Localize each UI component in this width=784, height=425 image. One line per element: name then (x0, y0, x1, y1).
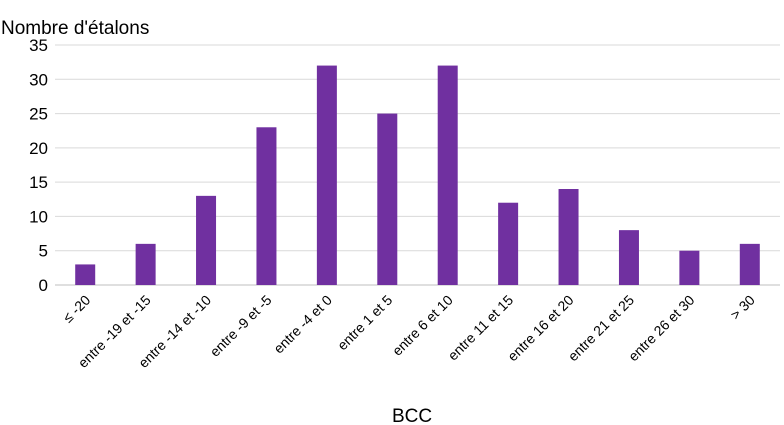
bar (437, 65, 458, 285)
bar (618, 230, 639, 285)
bar (377, 113, 398, 285)
bar (316, 65, 337, 285)
bar (558, 189, 579, 285)
x-tick-label: entre -4 et 0 (270, 292, 335, 357)
x-tick-label: ≤ -20 (60, 292, 94, 326)
y-tick-label: 15 (29, 173, 48, 192)
y-tick-label: 20 (29, 139, 48, 158)
bar (679, 250, 700, 285)
x-axis-title: BCC (392, 406, 432, 425)
y-tick-label: 30 (29, 70, 48, 89)
bar (135, 243, 156, 285)
bar (256, 127, 277, 286)
y-tick-label: 0 (39, 276, 48, 295)
bar (75, 264, 96, 285)
bar (498, 202, 519, 285)
x-tick-label: entre -9 et -5 (207, 292, 275, 360)
bars (75, 65, 760, 286)
x-tick-label: > 30 (727, 292, 758, 323)
x-tick-label: entre 6 et 10 (389, 292, 456, 359)
x-tick-label: entre 1 et 5 (334, 292, 396, 354)
y-tick-label: 25 (29, 105, 48, 124)
y-tick-label: 35 (29, 36, 48, 55)
bar (196, 195, 217, 285)
y-tick-label: 5 (39, 242, 48, 261)
gridlines (55, 44, 780, 286)
y-axis-title: Nombre d'étalons (1, 18, 149, 39)
y-axis-ticks: 0 5 10 15 20 25 30 35 (29, 36, 48, 295)
bar (739, 243, 760, 285)
y-tick-label: 10 (29, 207, 48, 226)
